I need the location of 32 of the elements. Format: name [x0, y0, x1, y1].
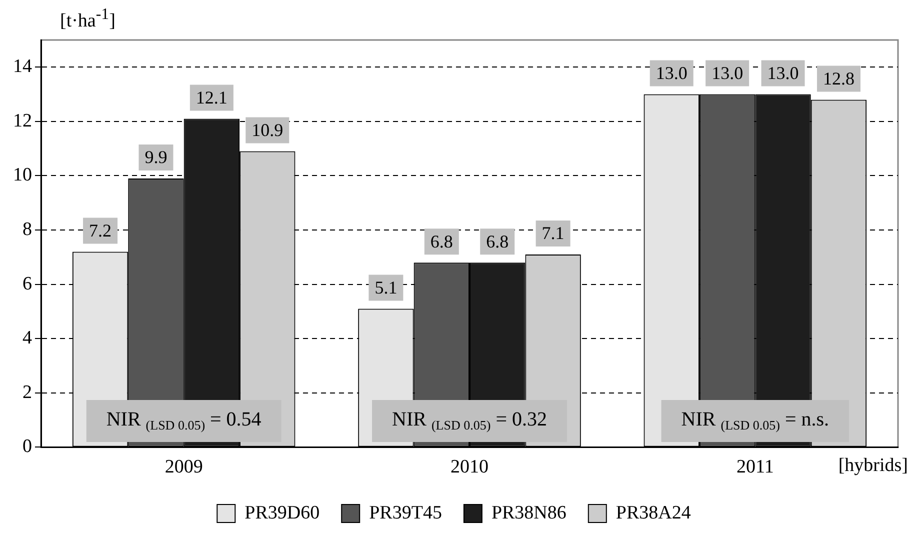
y-tick-label: 4 — [22, 328, 32, 349]
x-axis-title: [hybrids] — [838, 455, 908, 477]
y-tick-label: 2 — [22, 382, 32, 403]
annotation: NIR (LSD 0.05) = 0.32 — [392, 408, 547, 432]
data-label: 9.9 — [144, 147, 168, 168]
legend-label: PR39T45 — [369, 502, 442, 524]
y-tick-label: 12 — [13, 110, 32, 132]
data-label: 13.0 — [767, 63, 799, 84]
data-label: 10.9 — [252, 120, 284, 140]
legend-label: PR38A24 — [616, 502, 692, 524]
x-tick-label: 2011 — [736, 456, 774, 478]
annotation: NIR (LSD 0.05) = n.s. — [681, 408, 830, 432]
y-tick-label: 8 — [22, 219, 32, 240]
legend-label: PR39D60 — [244, 502, 320, 524]
x-tick-label: 2009 — [164, 456, 203, 478]
y-tick-label: 14 — [13, 56, 32, 78]
data-label: 6.8 — [430, 231, 453, 252]
y-tick-label: 0 — [22, 436, 32, 458]
legend-label: PR38N86 — [491, 502, 566, 524]
data-label: 7.1 — [542, 223, 564, 244]
data-label: 7.2 — [89, 220, 112, 240]
y-tick-label: 6 — [22, 273, 32, 294]
data-label: 13.0 — [712, 63, 744, 84]
y-axis-title: [t·ha$^{-1}$] — [60, 6, 116, 32]
data-label: 6.8 — [486, 231, 509, 252]
x-tick-label: 2010 — [450, 456, 488, 478]
annotation: NIR (LSD 0.05) = 0.54 — [106, 408, 262, 432]
data-label: 5.1 — [374, 277, 398, 298]
data-label: 12.8 — [822, 68, 854, 88]
data-label: 12.1 — [196, 87, 228, 108]
data-label: 13.0 — [656, 63, 688, 84]
y-tick-label: 10 — [13, 164, 32, 186]
